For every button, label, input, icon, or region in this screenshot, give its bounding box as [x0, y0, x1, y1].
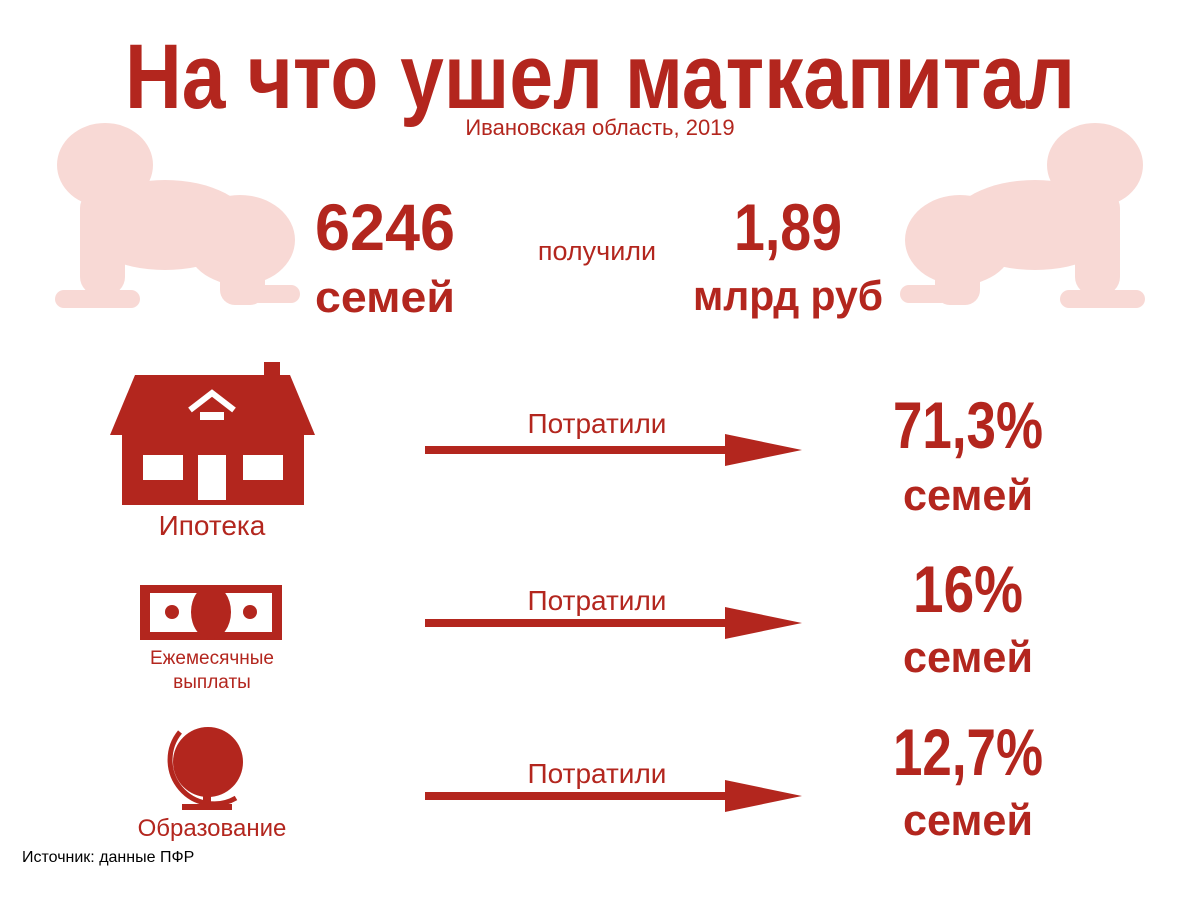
- amount-unit: млрд руб: [693, 272, 883, 319]
- arrow-shaft: [425, 619, 735, 627]
- arrow-head: [725, 434, 802, 466]
- families-unit: семей: [315, 273, 455, 322]
- verb: получили: [538, 236, 656, 266]
- action-label: Потратили: [528, 585, 667, 616]
- arrow-shaft: [425, 792, 735, 800]
- amount-value: 1,89: [734, 190, 842, 264]
- row-label: Образование: [138, 815, 287, 842]
- share-value: 12,7%: [893, 715, 1043, 789]
- action-label: Потратили: [528, 408, 667, 439]
- subtitle: Ивановская область, 2019: [465, 115, 734, 140]
- baby-left: [55, 123, 300, 308]
- share-unit: семей: [903, 796, 1033, 845]
- share-value: 71,3%: [893, 388, 1043, 462]
- families-value: 6246: [315, 190, 455, 264]
- baby-right: [900, 123, 1145, 308]
- share-unit: семей: [903, 471, 1033, 520]
- row-label: Ипотека: [159, 510, 266, 541]
- arrow-head: [725, 780, 802, 812]
- share-value: 16%: [913, 552, 1023, 626]
- row-label: выплаты: [173, 672, 251, 693]
- share-unit: семей: [903, 633, 1033, 682]
- globe-icon: [167, 727, 243, 810]
- title: На что ушел маткапитал: [125, 26, 1075, 128]
- action-label: Потратили: [528, 758, 667, 789]
- arrow-head: [725, 607, 802, 639]
- source: Источник: данные ПФР: [22, 849, 194, 866]
- arrow-shaft: [425, 446, 735, 454]
- money-icon: [140, 585, 282, 640]
- row-label: Ежемесячные: [150, 648, 274, 669]
- house-icon: [110, 362, 315, 505]
